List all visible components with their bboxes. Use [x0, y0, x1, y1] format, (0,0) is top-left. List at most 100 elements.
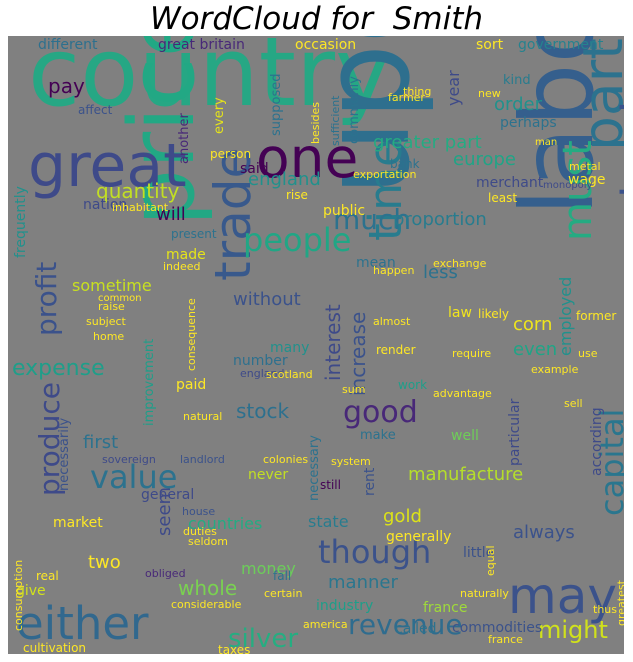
word-taxes: taxes [218, 643, 251, 654]
word-corn: corn [513, 314, 553, 335]
word-every: every [212, 97, 227, 134]
word-much: much [333, 203, 412, 236]
word-fall: fall [273, 569, 292, 583]
word-great: great [28, 131, 187, 201]
word-said: said [240, 161, 269, 177]
word-work: work [398, 378, 428, 392]
word-quantity: quantity [96, 179, 180, 203]
word-manner: manner [328, 572, 398, 593]
word-another: another [177, 113, 192, 164]
word-duties: duties [183, 525, 217, 538]
word-example: example [531, 363, 579, 376]
word-exportation: exportation [353, 168, 417, 181]
word-rent: rent [362, 467, 378, 496]
word-generally: generally [386, 529, 452, 545]
word-people: people [243, 221, 352, 259]
chart-title: WordCloud for Smith [149, 1, 484, 37]
word-wage: wage [568, 172, 606, 188]
word-stock: stock [236, 399, 290, 423]
word-two: two [88, 552, 121, 573]
word-landlord: landlord [180, 453, 225, 466]
word-law: law [448, 305, 472, 321]
word-industry: industry [316, 598, 374, 614]
word-europe: europe [453, 149, 516, 170]
word-first: first [83, 432, 119, 453]
word-might: might [538, 616, 608, 644]
word-supposed: supposed [269, 73, 284, 137]
word-bank: bank [390, 157, 420, 171]
word-indeed: indeed [163, 260, 201, 273]
word-likely: likely [478, 307, 510, 321]
word-value: value [90, 458, 178, 496]
word-public: public [323, 203, 366, 219]
word-scotland: scotland [266, 368, 313, 381]
word-besides: besides [309, 101, 322, 144]
word-exchange: exchange [433, 257, 487, 270]
word-america: america [303, 618, 348, 631]
word-proportion: proportion [393, 209, 487, 230]
word-least: least [488, 191, 518, 205]
word-use: use [578, 347, 598, 360]
word-gold: gold [383, 506, 422, 527]
word-thus: thus [593, 603, 617, 616]
word-year: year [444, 70, 463, 106]
word-give: give [16, 583, 46, 599]
word-silver: silver [228, 624, 299, 654]
word-countries: countries [188, 514, 263, 533]
word-will: will [156, 204, 186, 225]
word-government: government [518, 37, 604, 53]
word-greatest: greatest [615, 580, 624, 626]
word-interest: interest [321, 304, 345, 381]
word-subject: subject [86, 315, 126, 328]
word-considerable: considerable [171, 598, 242, 611]
word-may: may [508, 567, 617, 625]
word-order: order [494, 94, 542, 115]
word-occasion: occasion [295, 37, 357, 53]
word-mean: mean [356, 255, 396, 271]
word-thing: thing [403, 85, 432, 98]
word-perhaps: perhaps [500, 115, 557, 131]
word-frequently: frequently [13, 186, 29, 258]
word-render: render [376, 343, 416, 357]
word-little: little [463, 545, 495, 561]
word-farmer: farmer [388, 91, 425, 104]
word-one: one [256, 126, 359, 190]
word-system: system [331, 455, 371, 468]
word-real: real [36, 569, 59, 583]
word-less: less [423, 262, 458, 283]
word-different: different [38, 37, 98, 53]
word-employed: employed [556, 276, 575, 356]
word-general: general [141, 487, 195, 503]
word-sell: sell [564, 397, 583, 410]
word-country: country [28, 36, 392, 128]
word-land: land [612, 100, 624, 198]
word-according: according [589, 407, 605, 476]
word-well: well [451, 428, 479, 444]
word-person: person [210, 147, 252, 161]
word-affect: affect [78, 103, 113, 117]
word-make: make [360, 428, 396, 443]
word-certain: certain [264, 587, 303, 600]
word-rise: rise [286, 188, 308, 202]
word-monopoly: monopoly [543, 180, 593, 191]
word-equal: equal [484, 545, 497, 576]
word-naturally: naturally [460, 587, 509, 600]
word-good: good [343, 395, 418, 430]
word-paid: paid [176, 377, 207, 393]
word-improvement: improvement [142, 338, 157, 426]
word-even: even [513, 339, 558, 360]
word-former: former [576, 309, 617, 323]
word-colonies: colonies [263, 453, 309, 466]
word-man: man [535, 137, 558, 148]
word-without: without [233, 289, 301, 310]
word-england: england [240, 367, 285, 380]
word-many: many [270, 340, 310, 356]
word-pay: pay [48, 74, 85, 98]
word-inhabitant: inhabitant [112, 201, 169, 214]
word-necessarily: necessarily [57, 417, 72, 491]
word-france: france [423, 600, 468, 616]
word-common: common [98, 293, 142, 304]
word-number: number [233, 353, 288, 369]
word-commodities: commodities [452, 620, 543, 636]
word-merchant: merchant [476, 175, 544, 191]
